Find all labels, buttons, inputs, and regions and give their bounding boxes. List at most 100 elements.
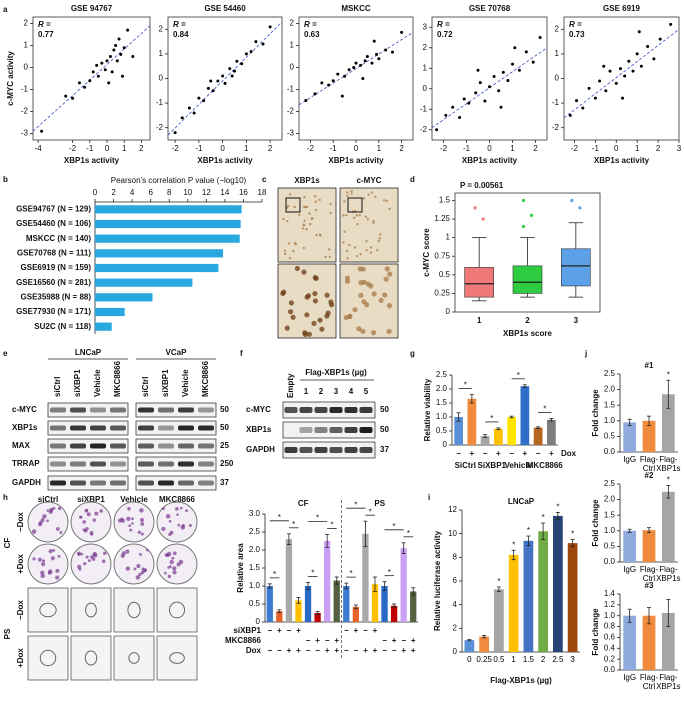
- sphere-image: [27, 635, 69, 681]
- y-tick-label: -2: [156, 123, 164, 132]
- bar: [362, 533, 369, 622]
- row-label: MKC8866: [225, 636, 262, 645]
- colony: [128, 524, 132, 528]
- blot-band: [284, 447, 298, 453]
- point: [103, 68, 107, 72]
- y-tick-label: 1.0: [604, 526, 616, 535]
- blot-frame: [47, 456, 129, 472]
- colony: [94, 511, 99, 516]
- row-label: c-MYC: [12, 405, 37, 414]
- blot-band: [70, 425, 86, 431]
- y-tick-label: 2.0: [436, 384, 448, 393]
- sign-label: +: [373, 626, 378, 635]
- colony: [42, 559, 46, 563]
- ihc-cell: [372, 221, 375, 225]
- point: [327, 83, 331, 87]
- colony: [163, 571, 167, 575]
- blot-band: [70, 407, 86, 413]
- box: [561, 248, 591, 287]
- ihc-cell: [286, 205, 290, 208]
- ihc-cell: [314, 200, 318, 203]
- sign-label: +: [470, 449, 475, 458]
- colony: [121, 551, 126, 556]
- panel-label: c: [262, 175, 267, 184]
- r-value: 0.72: [437, 30, 453, 39]
- sign-label: +: [287, 646, 292, 655]
- blot-band: [314, 407, 328, 413]
- sign-label: −: [401, 636, 406, 645]
- ihc-cell: [346, 191, 349, 194]
- y-tick-label: 1: [159, 49, 164, 58]
- significance: *: [354, 500, 357, 509]
- blot-band: [110, 480, 126, 486]
- x-axis-label: XBP1s score: [503, 329, 552, 338]
- y-tick-label: 0: [555, 74, 560, 83]
- colony: [169, 565, 172, 568]
- bar: [567, 543, 578, 652]
- y-tick-label: 0: [446, 307, 451, 316]
- point: [235, 59, 239, 63]
- ihc-cell: [327, 248, 331, 251]
- ihc-cell: [388, 207, 391, 211]
- ihc-cell: [282, 217, 285, 221]
- significance: *: [497, 577, 500, 586]
- lane-label: Empty: [286, 373, 295, 398]
- blot-frame: [135, 402, 217, 418]
- outlier: [570, 198, 574, 203]
- y-tick-label: 3.0: [249, 509, 261, 518]
- mw-marker: 50: [380, 425, 389, 434]
- bar: [95, 219, 241, 229]
- colony: [169, 530, 174, 535]
- x-tick-label: -2: [571, 144, 579, 153]
- colony: [31, 529, 37, 534]
- sign-label: +: [363, 646, 368, 655]
- point: [614, 81, 618, 85]
- colony: [38, 522, 42, 527]
- sign-label: −: [277, 646, 282, 655]
- ihc-cell: [303, 195, 306, 199]
- outlier: [481, 217, 485, 221]
- ihc-cell: [298, 213, 301, 217]
- x-tick-label: -1: [463, 144, 471, 153]
- x-tick-label: 0: [467, 655, 472, 664]
- r-value: 0.84: [173, 30, 189, 39]
- significance: *: [369, 507, 372, 516]
- colony: [87, 559, 91, 563]
- point: [115, 59, 119, 63]
- blot-band: [314, 447, 328, 453]
- bar: [642, 530, 656, 562]
- y-tick-label: 10: [448, 529, 457, 538]
- colony: [161, 507, 165, 511]
- x-tick-label: 0: [487, 144, 492, 153]
- y-tick-label: 0.2: [604, 654, 616, 663]
- ihc-cell: [312, 298, 319, 304]
- chart-title: LNCaP: [508, 497, 535, 506]
- x-tick-label: 6: [148, 188, 153, 197]
- bar: [547, 419, 556, 445]
- x-tick-label: 1: [510, 144, 515, 153]
- x-tick-label: 3: [570, 655, 575, 664]
- bar: [520, 386, 530, 445]
- category-label: GSE6919 (N = 159): [21, 263, 92, 272]
- sign-label: −: [392, 646, 397, 655]
- ihc-cell: [365, 249, 368, 252]
- plot-frame: [454, 192, 601, 313]
- outlier: [529, 213, 534, 217]
- sign-label: +: [315, 636, 320, 645]
- colony: [90, 555, 94, 559]
- ihc-cell: [313, 195, 317, 198]
- panel-label: i: [428, 493, 430, 502]
- point: [240, 62, 244, 66]
- y-tick-label: 2.5: [249, 527, 261, 536]
- column-label: siXBP1: [77, 495, 105, 504]
- lane-label: 2: [319, 387, 324, 396]
- point: [40, 129, 44, 133]
- point: [359, 63, 363, 67]
- row-label: XBP1s: [12, 423, 38, 432]
- point: [112, 48, 116, 52]
- ihc-cell: [377, 239, 380, 243]
- cell-line-label: VCaP: [166, 348, 188, 357]
- y-tick-label: 0: [159, 74, 164, 83]
- colony: [165, 513, 171, 519]
